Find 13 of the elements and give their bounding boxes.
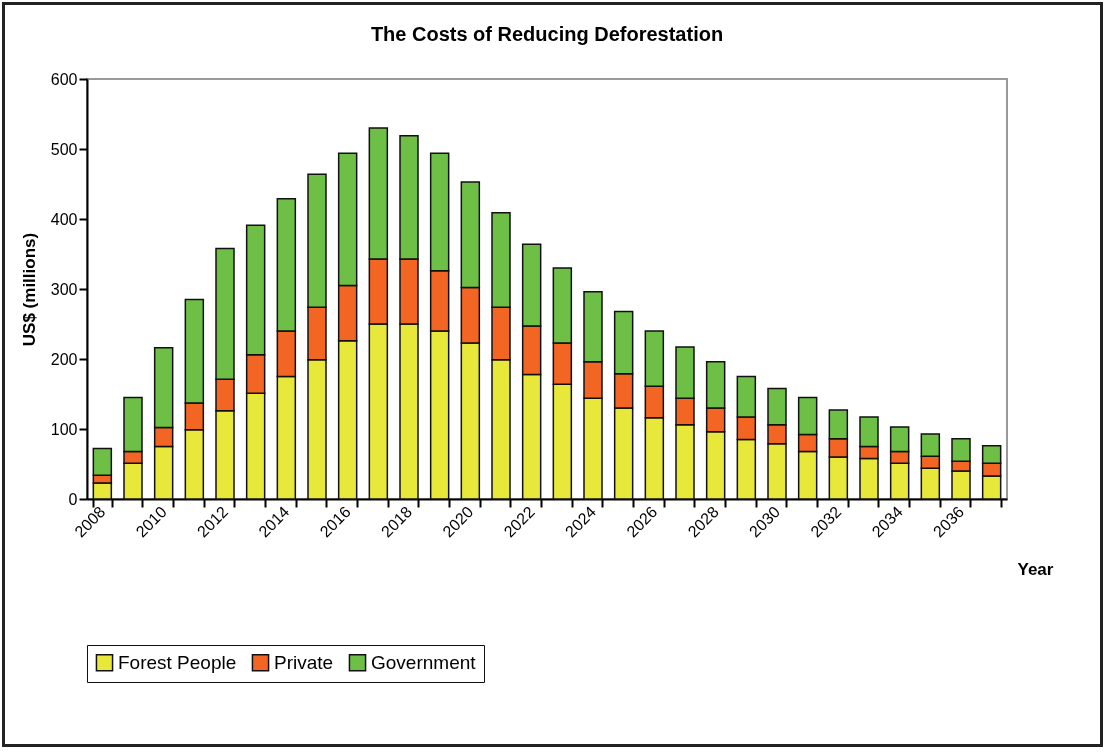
x-axis-title: Year (1017, 559, 1054, 579)
y-tick-label: 400 (50, 210, 78, 228)
legend-label: Government (371, 651, 477, 673)
chart-title: The Costs of Reducing Deforestation (370, 23, 724, 45)
y-tick-label: 300 (50, 280, 78, 298)
y-tick-label: 100 (50, 420, 78, 438)
y-axis-title: US$ (millions) (19, 232, 39, 347)
y-tick-label: 0 (68, 490, 78, 508)
legend-label: Private (274, 651, 334, 673)
y-tick-label: 500 (50, 140, 78, 158)
y-tick-label: 200 (50, 350, 78, 368)
y-tick-label: 600 (50, 70, 78, 88)
legend-label: Forest People (118, 651, 237, 673)
